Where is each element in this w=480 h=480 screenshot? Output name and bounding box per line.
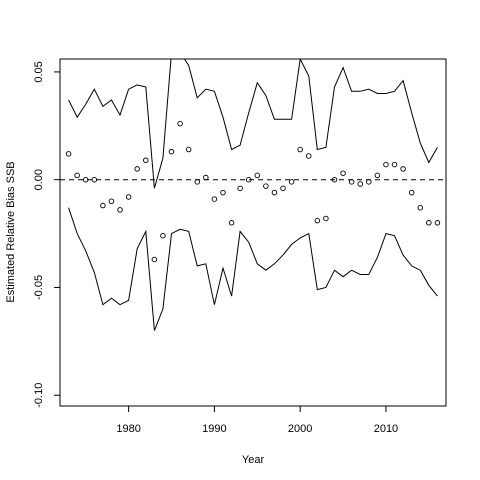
x-axis: 1980 1990 2000 2010 (116, 406, 398, 435)
bias-point (65, 151, 72, 157)
bias-point (400, 166, 406, 172)
plot-area (60, 59, 446, 331)
x-tick-label: 1990 (202, 423, 226, 435)
bias-point (306, 153, 312, 159)
bias-point (348, 179, 355, 185)
bias-point (254, 172, 261, 179)
bias-point (245, 176, 252, 183)
bias-point (314, 217, 321, 224)
bias-point (357, 181, 363, 187)
x-tick-label: 1980 (116, 423, 140, 435)
bias-point (134, 166, 140, 172)
bias-point (100, 202, 106, 209)
bias-point (220, 189, 226, 196)
bias-point (194, 179, 200, 185)
bias-point (408, 189, 415, 196)
bias-point (297, 146, 303, 153)
y-axis: -0.10 -0.05 0.00 0.05 (33, 61, 60, 408)
bias-point (74, 172, 80, 179)
bias-point (288, 179, 295, 185)
bias-point (125, 194, 132, 200)
bias-point (82, 176, 89, 183)
x-axis-label: Year (242, 454, 265, 466)
bias-point (263, 183, 269, 189)
bias-point (177, 120, 183, 127)
bias-point (143, 157, 149, 164)
bias-point (151, 256, 158, 263)
bias-point (91, 176, 98, 183)
lower-bound-line (68, 207, 438, 331)
bias-point (185, 146, 192, 153)
upper-bound-line (68, 59, 438, 189)
bias-point (323, 215, 329, 222)
y-tick-label: 0.05 (33, 61, 45, 82)
y-axis-label: Estimated Relative Bias SSB (5, 161, 17, 302)
bias-point (237, 185, 243, 192)
bias-point (228, 220, 235, 226)
y-tick-label: 0.00 (33, 169, 45, 190)
y-tick-label: -0.05 (33, 275, 45, 300)
x-tick-label: 2000 (288, 423, 312, 435)
bias-point (168, 148, 175, 155)
bias-point (366, 179, 372, 185)
bias-point (271, 189, 278, 196)
bias-point (426, 220, 432, 226)
bias-point (203, 174, 209, 181)
y-tick-label: -0.10 (33, 383, 45, 408)
bias-point (391, 161, 398, 168)
bias-point (280, 185, 286, 192)
x-tick-label: 2010 (374, 423, 398, 435)
bias-point (417, 204, 424, 211)
bias-point (160, 232, 166, 239)
bias-point (383, 161, 389, 168)
bias-point (211, 196, 218, 202)
bias-point (434, 220, 441, 226)
bias-point (108, 198, 115, 204)
bias-point (331, 176, 338, 183)
bias-point (117, 207, 123, 213)
bias-point (374, 172, 381, 179)
bias-point (340, 170, 346, 176)
plot-frame (59, 58, 447, 407)
